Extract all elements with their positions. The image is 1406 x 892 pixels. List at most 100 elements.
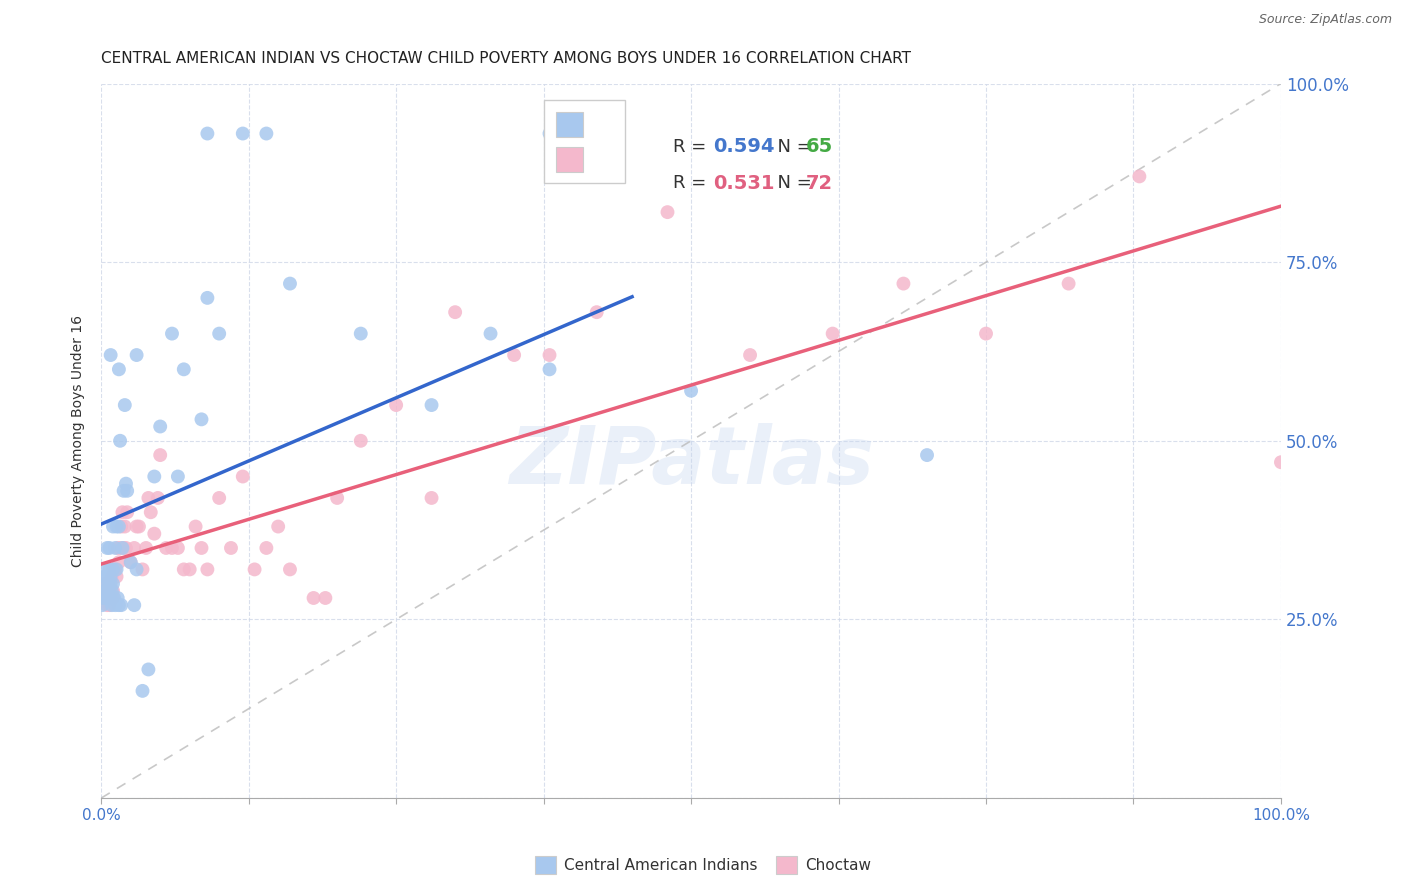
Text: N =: N = [766,175,818,193]
Text: CENTRAL AMERICAN INDIAN VS CHOCTAW CHILD POVERTY AMONG BOYS UNDER 16 CORRELATION: CENTRAL AMERICAN INDIAN VS CHOCTAW CHILD… [101,51,911,66]
Point [115,541,138,555]
Point [111,541,134,555]
Point [232,127,254,141]
Point [138,662,160,676]
Point [160,541,183,555]
Point [585,305,607,319]
Point [114,398,136,412]
Point [302,591,325,605]
Point [538,127,561,141]
Text: 65: 65 [806,137,832,156]
Point [100,591,122,605]
Point [143,469,166,483]
Point [93,591,115,605]
Point [143,526,166,541]
Point [503,348,526,362]
Point [115,476,138,491]
Point [385,398,408,412]
Point [112,483,135,498]
Point [104,598,127,612]
Point [96,569,118,583]
Point [232,469,254,483]
Point [326,491,349,505]
Point [100,583,122,598]
Point [149,419,172,434]
Point [101,583,124,598]
Point [97,591,120,605]
Point [97,576,120,591]
Point [173,562,195,576]
Point [97,591,120,605]
Point [97,576,120,591]
Point [197,291,219,305]
Point [94,576,117,591]
Point [821,326,844,341]
Point [131,684,153,698]
Point [94,576,117,591]
Point [681,384,703,398]
Point [108,519,131,533]
Point [122,598,145,612]
Point [96,541,118,555]
Point [93,583,115,598]
Point [538,348,561,362]
Point [98,583,121,598]
Point [104,541,127,555]
Point [100,591,122,605]
Point [208,326,231,341]
Point [254,127,277,141]
Point [915,448,938,462]
Point [131,562,153,576]
Point [197,562,219,576]
Point [160,326,183,341]
Point [444,305,467,319]
Point [254,541,277,555]
Point [139,505,162,519]
Point [115,483,138,498]
Point [1270,455,1292,469]
Point [420,398,443,412]
Point [93,562,115,576]
Point [100,569,122,583]
Point [96,583,118,598]
Point [122,541,145,555]
Point [120,555,142,569]
Point [101,583,124,598]
Point [350,434,373,448]
Point [1128,169,1150,184]
Point [108,598,131,612]
Point [125,562,148,576]
Point [420,491,443,505]
Point [103,562,125,576]
Point [738,348,761,362]
Point [167,469,190,483]
Point [105,562,128,576]
Point [120,555,142,569]
Point [190,541,212,555]
Point [107,541,129,555]
Point [94,583,117,598]
Text: 0.531: 0.531 [713,174,775,193]
Point [98,598,121,612]
Point [243,562,266,576]
Point [98,541,121,555]
Point [101,598,124,612]
Point [108,362,131,376]
Point [128,519,150,533]
Point [100,576,122,591]
Point [208,491,231,505]
Point [278,562,301,576]
Point [179,562,201,576]
Text: R =: R = [673,138,713,156]
Point [108,541,131,555]
Point [314,591,336,605]
Point [167,541,190,555]
Point [98,562,121,576]
Point [96,598,118,612]
Point [197,127,219,141]
Point [105,569,128,583]
Point [104,562,127,576]
Point [138,491,160,505]
Point [146,491,169,505]
Text: 72: 72 [806,174,832,193]
